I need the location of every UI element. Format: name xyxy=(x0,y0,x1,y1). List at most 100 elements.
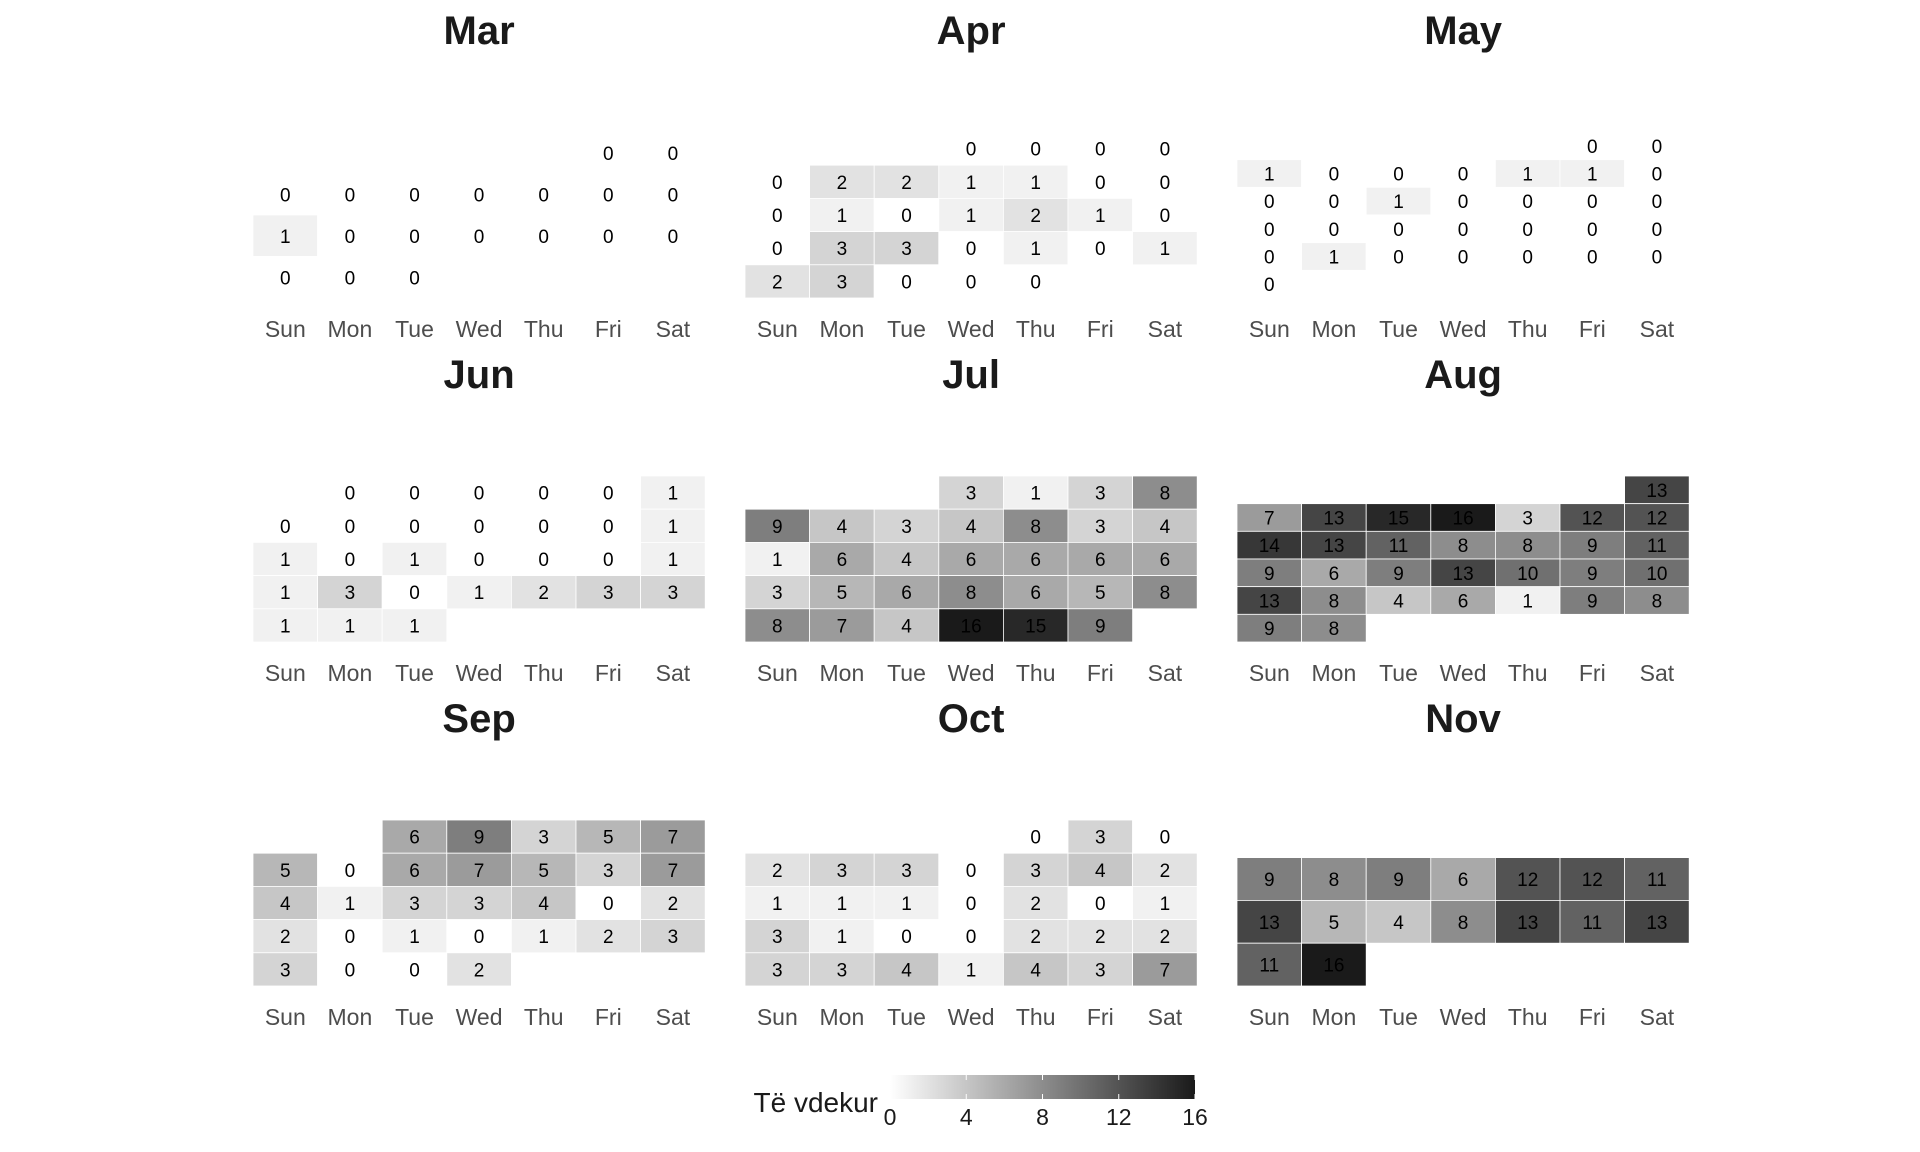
cell-value-label: 0 xyxy=(1652,220,1663,241)
cell-value-label: 7 xyxy=(668,828,679,849)
cell-value-label: 1 xyxy=(280,616,291,637)
cell-value-label: 7 xyxy=(1160,960,1171,981)
cell-value-label: 0 xyxy=(1393,165,1404,186)
weekday-label: Sun xyxy=(1249,660,1290,686)
heatmap-cell xyxy=(1430,857,1496,901)
heatmap-cell xyxy=(938,575,1004,610)
heatmap-cell xyxy=(1236,214,1302,244)
heatmap-cell xyxy=(317,608,383,643)
cell-value-label: 3 xyxy=(409,894,420,915)
cell-value-label: 0 xyxy=(901,272,912,293)
heatmap-cell xyxy=(1132,197,1198,232)
cell-value-label: 0 xyxy=(409,583,420,604)
cell-value-label: 0 xyxy=(409,185,420,206)
heatmap-cell xyxy=(1495,242,1561,271)
cell-value-label: 1 xyxy=(1030,484,1041,505)
cell-value-label: 0 xyxy=(1160,140,1171,161)
heatmap-cell xyxy=(510,819,577,854)
cell-value-label: 1 xyxy=(409,550,420,571)
cell-value-label: 6 xyxy=(1458,870,1469,891)
month-title: Oct xyxy=(938,697,1005,741)
heatmap-cell xyxy=(1365,242,1432,271)
cell-value-label: 13 xyxy=(1259,913,1280,934)
heatmap-cell xyxy=(1301,242,1367,271)
cell-value-label: 5 xyxy=(1095,583,1106,604)
weekday-label: Wed xyxy=(948,316,995,342)
cell-value-label: 1 xyxy=(280,583,291,604)
heatmap-cell xyxy=(744,919,810,954)
cell-value-label: 0 xyxy=(474,484,485,505)
heatmap-cell xyxy=(640,852,706,887)
weekday-label: Sat xyxy=(1640,1004,1675,1030)
heatmap-cell xyxy=(938,608,1004,643)
cell-value-label: 0 xyxy=(409,484,420,505)
cell-value-label: 4 xyxy=(837,517,848,538)
weekday-label: Tue xyxy=(887,1004,926,1030)
cell-value-label: 3 xyxy=(668,927,679,948)
cell-value-label: 12 xyxy=(1646,509,1667,530)
cell-value-label: 2 xyxy=(474,960,485,981)
heatmap-cell xyxy=(317,542,383,577)
cell-value-label: 0 xyxy=(1264,192,1275,213)
cell-value-label: 0 xyxy=(1587,137,1598,158)
weekday-label: Sun xyxy=(265,1004,306,1030)
weekday-label: Mon xyxy=(820,1004,865,1030)
cell-value-label: 1 xyxy=(901,894,912,915)
cell-value-label: 5 xyxy=(1329,913,1340,934)
cell-value-label: 2 xyxy=(280,927,291,948)
cell-value-label: 1 xyxy=(1264,165,1275,186)
heatmap-cell xyxy=(1003,131,1069,166)
heatmap-cell xyxy=(1301,214,1367,244)
heatmap-cell xyxy=(1624,475,1690,505)
weekday-label: Sat xyxy=(656,316,691,342)
cell-value-label: 8 xyxy=(1329,619,1340,640)
heatmap-cell xyxy=(1365,214,1432,244)
cell-value-label: 2 xyxy=(1030,894,1041,915)
heatmap-cell xyxy=(1624,503,1690,532)
month-panel-oct: Oct 0 3 0 2 3 3 0 3 4 2 1 1 1 0 2 0 1 3 1 0 0 2 2 2 3 3 4 1 4 3 7 Sun Mon… xyxy=(744,697,1198,1030)
heatmap-cell xyxy=(809,264,875,299)
heatmap-cell xyxy=(938,164,1004,199)
cell-value-label: 3 xyxy=(901,239,912,260)
month-title: Jun xyxy=(444,353,515,397)
heatmap-cell xyxy=(1132,475,1198,510)
cell-value-label: 0 xyxy=(603,550,614,571)
weekday-label: Sat xyxy=(1148,316,1183,342)
cell-value-label: 5 xyxy=(837,583,848,604)
heatmap-cell xyxy=(1236,242,1302,271)
heatmap-cell xyxy=(1132,508,1198,543)
heatmap-cell xyxy=(809,164,875,199)
weekday-label: Tue xyxy=(887,316,926,342)
cell-value-label: 2 xyxy=(1160,927,1171,948)
heatmap-cell xyxy=(575,819,641,854)
cell-value-label: 8 xyxy=(1030,517,1041,538)
heatmap-cell xyxy=(744,508,810,543)
heatmap-cell xyxy=(1067,131,1133,166)
heatmap-cell xyxy=(1301,530,1367,560)
cell-value-label: 0 xyxy=(668,144,679,165)
cell-value-label: 1 xyxy=(1393,192,1404,213)
weekday-label: Tue xyxy=(395,316,434,342)
heatmap-cell xyxy=(1495,503,1561,532)
cell-value-label: 1 xyxy=(1329,248,1340,269)
cell-value-label: 9 xyxy=(1393,870,1404,891)
cell-value-label: 11 xyxy=(1259,956,1279,977)
cell-value-label: 0 xyxy=(1522,248,1533,269)
cell-value-label: 3 xyxy=(603,861,614,882)
heatmap-cell xyxy=(744,542,810,577)
cell-value-label: 7 xyxy=(1264,509,1275,530)
heatmap-cell xyxy=(1067,508,1133,543)
heatmap-cell xyxy=(575,173,641,216)
heatmap-cell xyxy=(1132,131,1198,166)
weekday-label: Sun xyxy=(1249,316,1290,342)
cell-value-label: 3 xyxy=(1095,960,1106,981)
cell-value-label: 6 xyxy=(1458,592,1469,613)
heatmap-cell xyxy=(510,919,577,954)
heatmap-cell xyxy=(809,542,875,577)
heatmap-cell xyxy=(317,919,383,954)
cell-value-label: 8 xyxy=(1160,583,1171,604)
cell-value-label: 1 xyxy=(1160,239,1171,260)
cell-value-label: 0 xyxy=(603,894,614,915)
